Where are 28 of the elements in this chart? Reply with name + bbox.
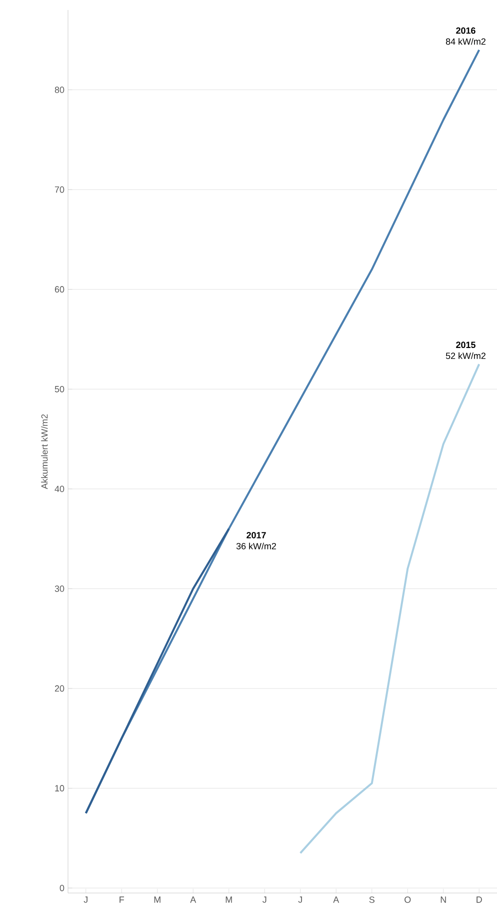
x-tick-label: M: [154, 896, 160, 903]
y-axis-title: Akkumulert kW/m2: [41, 414, 48, 490]
y-tick-label: 30: [54, 586, 64, 592]
x-tick-label: N: [440, 896, 446, 903]
data-label: 36 kW/m2: [236, 542, 276, 550]
x-tick-label: A: [333, 896, 340, 903]
x-tick-label: J: [298, 896, 302, 903]
series-label: 2016: [456, 27, 476, 34]
y-tick-label: 40: [54, 486, 64, 492]
x-tick-label: J: [262, 896, 266, 903]
y-tick-label: 50: [54, 386, 64, 392]
x-tick-label: M: [226, 896, 232, 903]
x-tick-label: A: [190, 896, 196, 903]
y-tick-label: 10: [55, 785, 64, 792]
x-tick-label: D: [476, 896, 482, 903]
y-tick-label: 60: [54, 286, 64, 293]
y-tick-label: 80: [54, 86, 64, 93]
series-label: 2015: [456, 342, 476, 348]
data-label: 84 kW/m2: [446, 38, 486, 45]
y-tick-label: 0: [60, 884, 64, 892]
y-tick-label: 70: [54, 186, 64, 193]
x-tick-label: S: [369, 896, 374, 903]
data-label: 52 kW/m2: [446, 352, 486, 359]
x-tick-label: O: [404, 896, 411, 903]
text: 2017: [246, 532, 266, 538]
y-tick-label: 20: [54, 685, 64, 692]
x-tick-label: J: [84, 896, 88, 903]
x-tick-label: F: [120, 896, 124, 903]
